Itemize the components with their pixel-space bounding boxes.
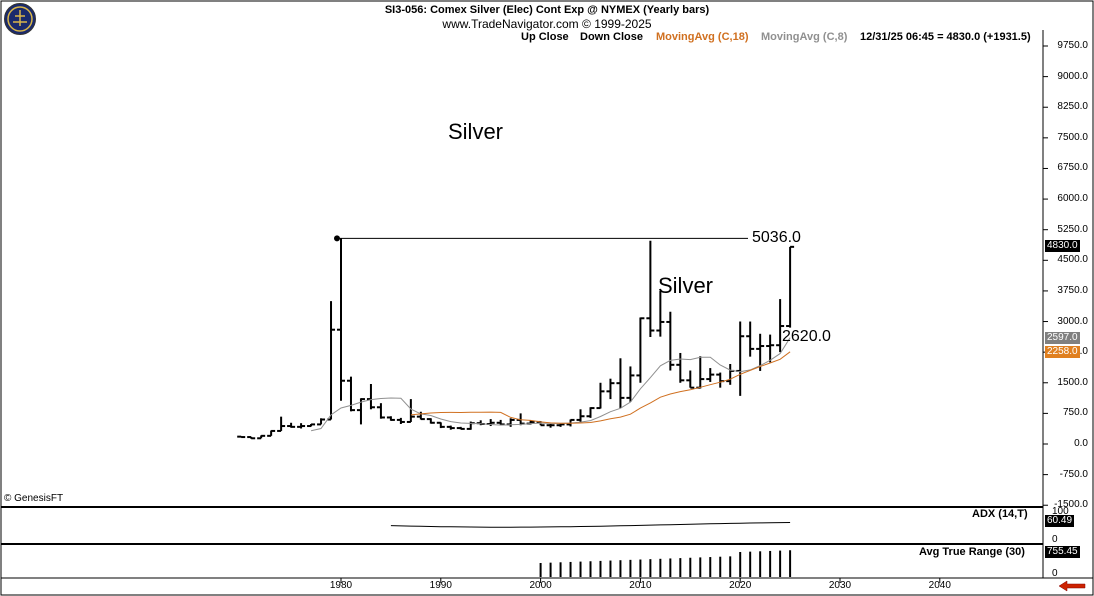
legend-ma8: MovingAvg (C,8)	[761, 31, 848, 43]
legend-up-close: Up Close	[521, 31, 569, 43]
atr-tick-0: 0	[1052, 568, 1058, 579]
atr-panel-label: Avg True Range (30)	[919, 546, 1025, 558]
scroll-left-arrow-icon[interactable]	[1058, 580, 1086, 592]
copyright-label: © GenesisFT	[4, 493, 64, 504]
level-high-dot	[334, 235, 340, 242]
y-tick-label: 0.0	[1074, 438, 1088, 449]
legend-ma18: MovingAvg (C,18)	[656, 31, 749, 43]
x-tick-label: 1980	[329, 580, 353, 591]
ma18-line	[410, 351, 791, 424]
adx-tick-100: 100	[1052, 506, 1069, 517]
x-tick-label: 1990	[429, 580, 452, 591]
level-low-label: 2620.0	[782, 328, 831, 345]
x-tick-label: 2040	[928, 580, 951, 591]
legend-down-close: Down Close	[580, 31, 643, 43]
badge-last-close: 4830.0	[1045, 240, 1080, 252]
x-tick-label: 2020	[729, 580, 752, 591]
chart-subtitle: www.TradeNavigator.com © 1999-2025	[442, 17, 652, 31]
y-tick-label: 8250.0	[1057, 101, 1088, 113]
x-tick-label: 2000	[529, 580, 552, 591]
trade-navigator-logo-icon	[4, 3, 36, 35]
y-tick-label: 5250.0	[1057, 223, 1088, 235]
y-tick-label: 6750.0	[1057, 162, 1088, 174]
chart-title: SI3-056: Comex Silver (Elec) Cont Exp @ …	[384, 4, 710, 16]
y-tick-label: -1500.0	[1054, 499, 1088, 511]
badge-atr: 755.45	[1045, 546, 1080, 558]
y-tick-label: 4500.0	[1057, 254, 1088, 266]
annotation-silver-main: Silver	[448, 119, 504, 144]
y-tick-label: -750.0	[1059, 468, 1088, 480]
adx-panel-label: ADX (14,T)	[972, 508, 1028, 520]
y-tick-label: 1500.0	[1057, 376, 1088, 388]
y-tick-label: 3000.0	[1057, 315, 1088, 327]
adx-tick-0: 0	[1052, 534, 1058, 545]
y-tick-label: 3750.0	[1057, 284, 1088, 296]
y-tick-label: 9750.0	[1057, 40, 1088, 51]
x-tick-label: 2010	[629, 580, 652, 591]
adx-line	[390, 522, 791, 528]
y-tick-label: 6000.0	[1057, 193, 1088, 205]
x-tick-label: 2030	[828, 580, 852, 591]
badge-ma18: 2258.0	[1045, 346, 1080, 358]
legend-status: 12/31/25 06:45 = 4830.0 (+1931.5)	[860, 31, 1031, 43]
annotation-silver-inner: Silver	[658, 273, 714, 298]
y-tick-label: 9000.0	[1057, 70, 1088, 82]
y-tick-label: 750.0	[1062, 407, 1088, 419]
y-tick-label: 7500.0	[1057, 131, 1088, 143]
badge-ma8: 2597.0	[1045, 332, 1080, 344]
badge-adx: 60.49	[1045, 515, 1075, 527]
level-high-label: 5036.0	[752, 229, 801, 246]
